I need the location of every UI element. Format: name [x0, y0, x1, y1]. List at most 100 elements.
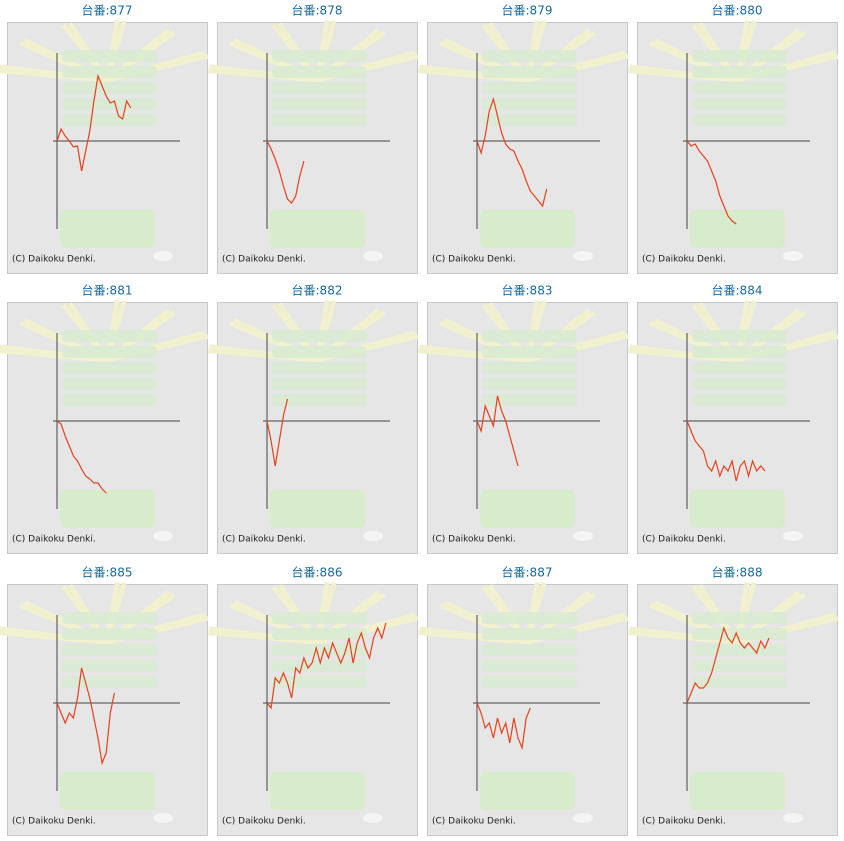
decor-tray	[62, 362, 157, 374]
decor-tray	[482, 612, 577, 624]
copyright: (C) Daikoku Denki.	[432, 255, 516, 265]
chart-title: 台番:886	[292, 565, 343, 580]
decor-tray	[62, 676, 157, 688]
decor-coin	[153, 813, 173, 823]
decor-base	[60, 772, 155, 810]
decor-tray	[692, 362, 787, 374]
decor-tray	[482, 346, 577, 358]
decor-base	[480, 772, 575, 810]
decor-tray	[272, 50, 367, 62]
decor-base	[270, 490, 365, 528]
decor-tray	[692, 644, 787, 656]
copyright: (C) Daikoku Denki.	[642, 255, 726, 265]
decor-tray	[692, 660, 787, 672]
decor-tray	[482, 378, 577, 390]
decor-tray	[482, 66, 577, 78]
data-line	[476, 96, 548, 208]
decor-tray	[62, 378, 157, 390]
decor-tray	[272, 330, 367, 342]
decor-tray	[692, 346, 787, 358]
decor-tray	[692, 98, 787, 110]
decor-tray	[62, 330, 157, 342]
decor-tray	[62, 114, 157, 126]
decor-tray	[62, 346, 157, 358]
chart-title: 台番:877	[82, 3, 133, 18]
decor-coin	[573, 531, 593, 541]
data-line	[56, 420, 107, 494]
decor-tray	[62, 612, 157, 624]
decor-base	[690, 210, 785, 248]
decor-coin	[153, 531, 173, 541]
decor-tray	[272, 676, 367, 688]
decor-base	[690, 490, 785, 528]
decor-tray	[62, 644, 157, 656]
decor-tray	[62, 50, 157, 62]
decor-coin	[573, 251, 593, 261]
decor-base	[270, 210, 365, 248]
decor-tray	[482, 644, 577, 656]
decor-base	[270, 772, 365, 810]
decor-coin	[363, 813, 383, 823]
chart-title: 台番:879	[502, 3, 553, 18]
copyright: (C) Daikoku Denki.	[222, 535, 306, 545]
decor-tray	[272, 644, 367, 656]
decor-base	[690, 772, 785, 810]
decor-tray	[482, 50, 577, 62]
decor-tray	[272, 628, 367, 640]
decor-base	[480, 490, 575, 528]
data-line	[686, 626, 770, 704]
decor-coin	[573, 813, 593, 823]
copyright: (C) Daikoku Denki.	[12, 817, 96, 827]
chart-title: 台番:887	[502, 565, 553, 580]
decor-tray	[482, 98, 577, 110]
copyright: (C) Daikoku Denki.	[642, 535, 726, 545]
decor-tray	[272, 362, 367, 374]
data-line	[56, 73, 132, 172]
copyright: (C) Daikoku Denki.	[12, 255, 96, 265]
decor-coin	[783, 531, 803, 541]
decor-tray	[62, 82, 157, 94]
decor-coin	[783, 813, 803, 823]
decor-tray	[692, 66, 787, 78]
decor-tray	[692, 628, 787, 640]
decor-tray	[272, 98, 367, 110]
decor-coin	[363, 531, 383, 541]
decor-tray	[692, 114, 787, 126]
decor-tray	[482, 676, 577, 688]
data-line	[686, 420, 766, 482]
decor-tray	[272, 114, 367, 126]
chart-title: 台番:885	[82, 565, 133, 580]
decor-tray	[62, 66, 157, 78]
decor-tray	[272, 82, 367, 94]
decor-tray	[692, 82, 787, 94]
decor-tray	[482, 82, 577, 94]
data-line	[266, 622, 387, 710]
decor-tray	[692, 378, 787, 390]
copyright: (C) Daikoku Denki.	[222, 817, 306, 827]
copyright: (C) Daikoku Denki.	[432, 817, 516, 827]
decor-tray	[272, 394, 367, 406]
data-line	[266, 140, 305, 204]
decor-base	[60, 210, 155, 248]
decor-tray	[692, 394, 787, 406]
chart-title: 台番:880	[712, 3, 763, 18]
decor-tray	[692, 612, 787, 624]
decor-tray	[482, 114, 577, 126]
decor-tray	[62, 628, 157, 640]
chart-title: 台番:883	[502, 283, 553, 298]
copyright: (C) Daikoku Denki.	[222, 255, 306, 265]
decor-coin	[153, 251, 173, 261]
copyright: (C) Daikoku Denki.	[642, 817, 726, 827]
decor-coin	[783, 251, 803, 261]
decor-tray	[482, 330, 577, 342]
chart-title: 台番:881	[82, 283, 133, 298]
chart-title: 台番:878	[292, 3, 343, 18]
decor-base	[60, 490, 155, 528]
decor-tray	[62, 394, 157, 406]
decor-tray	[692, 50, 787, 62]
data-line	[476, 395, 519, 467]
chart-title: 台番:884	[712, 283, 763, 298]
decor-tray	[482, 362, 577, 374]
